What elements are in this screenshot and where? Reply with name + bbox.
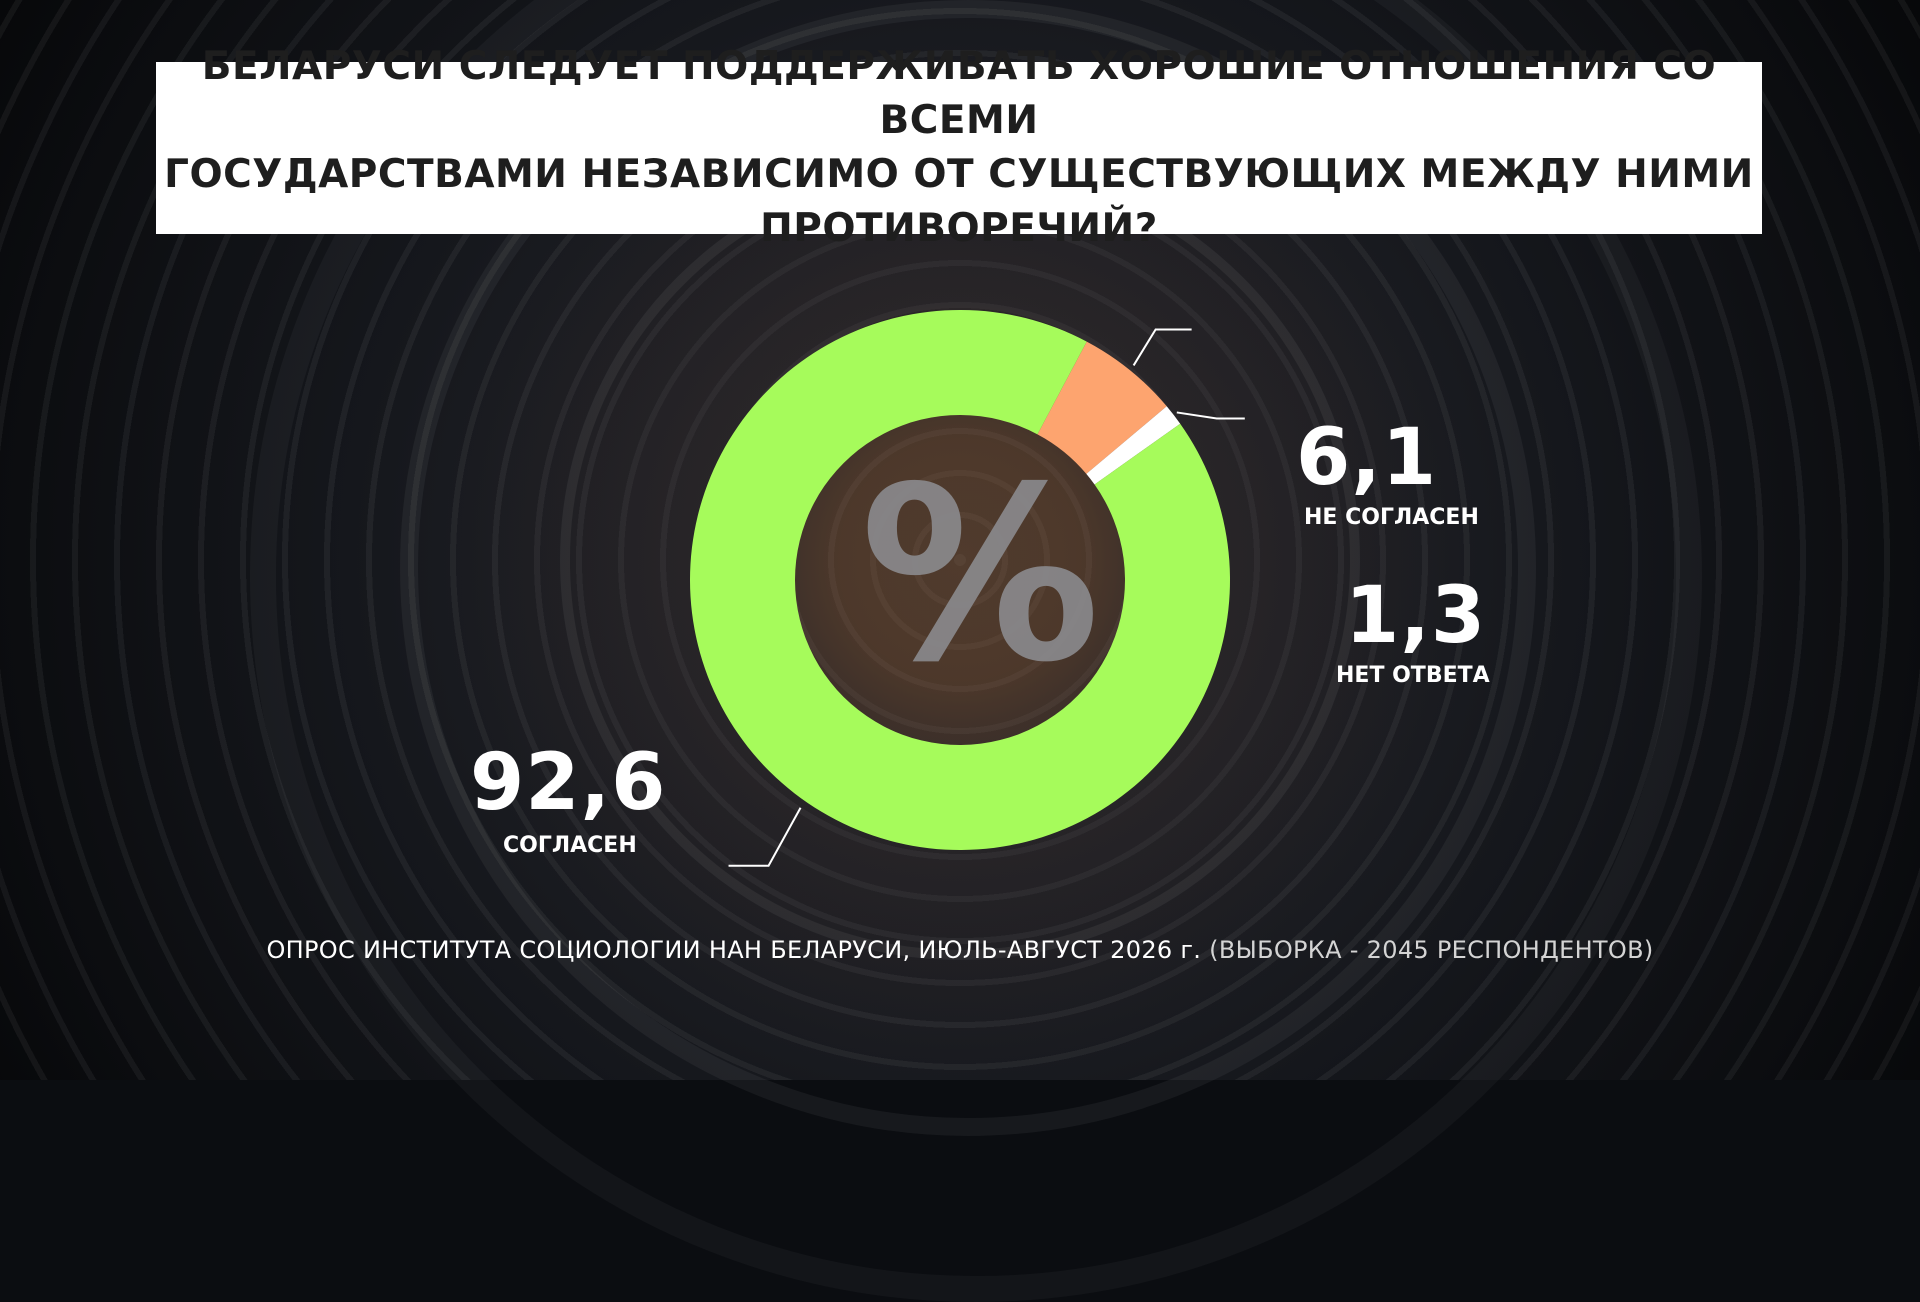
- source-note: ОПРОС ИНСТИТУТА СОЦИОЛОГИИ НАН БЕЛАРУСИ,…: [0, 936, 1920, 964]
- slice-label-disagree: НЕ СОГЛАСЕН: [1304, 505, 1479, 530]
- donut-chart: [689, 309, 1245, 867]
- percent-symbol: %: [860, 435, 1101, 715]
- leader-line-no-answer: [1176, 411, 1245, 420]
- slice-value-no-answer: 1,3: [1345, 571, 1487, 661]
- slice-value-agree: 92,6: [470, 738, 667, 828]
- leader-line-agree: [728, 807, 802, 867]
- slice-disagree: [1037, 341, 1167, 474]
- leader-line-disagree: [1132, 328, 1192, 366]
- slice-no-answer: [1086, 406, 1181, 485]
- slice-value-disagree: 6,1: [1296, 413, 1438, 503]
- slice-label-no-answer: НЕТ ОТВЕТА: [1336, 663, 1490, 688]
- question-panel: БЕЛАРУСИ СЛЕДУЕТ ПОДДЕРЖИВАТЬ ХОРОШИЕ ОТ…: [156, 44, 1762, 251]
- slice-label-agree: СОГЛАСЕН: [503, 833, 637, 858]
- slice-agree: [689, 309, 1230, 851]
- source-sample: (ВЫБОРКА - 2045 РЕСПОНДЕНТОВ): [1209, 936, 1654, 964]
- question-title: БЕЛАРУСИ СЛЕДУЕТ ПОДДЕРЖИВАТЬ ХОРОШИЕ ОТ…: [164, 44, 1754, 251]
- source-main: ОПРОС ИНСТИТУТА СОЦИОЛОГИИ НАН БЕЛАРУСИ,…: [266, 936, 1202, 964]
